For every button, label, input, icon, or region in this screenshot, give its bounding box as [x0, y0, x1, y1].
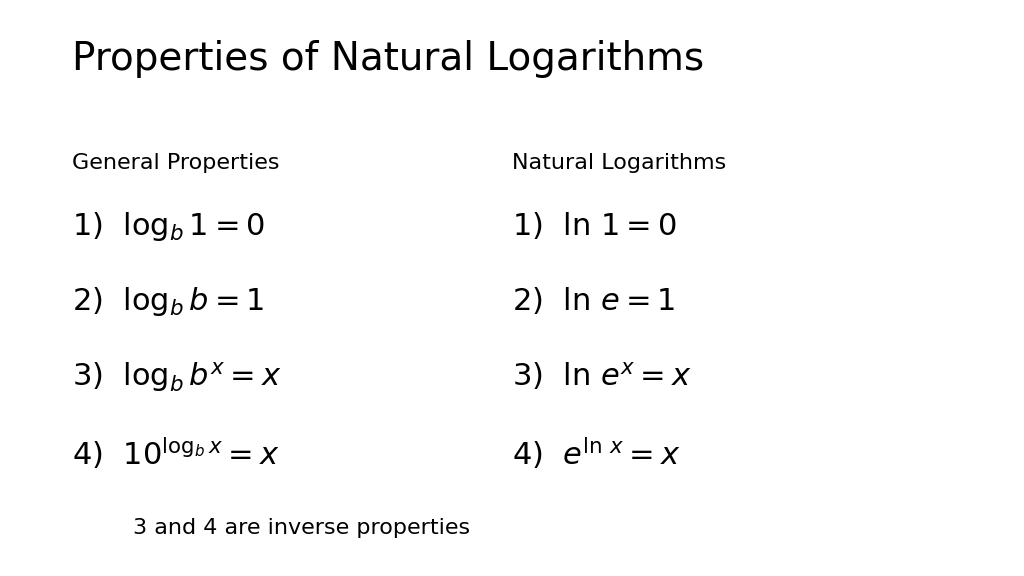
Text: 1)  $\mathrm{ln}\ 1 = 0$: 1) $\mathrm{ln}\ 1 = 0$	[512, 210, 677, 241]
Text: Natural Logarithms: Natural Logarithms	[512, 153, 726, 173]
Text: 3)  $\mathrm{ln}\ e^x=x$: 3) $\mathrm{ln}\ e^x=x$	[512, 360, 692, 392]
Text: 4)  $e^{\mathrm{ln}\ x}=x$: 4) $e^{\mathrm{ln}\ x}=x$	[512, 435, 681, 471]
Text: 3)  $\log_b b^x=x$: 3) $\log_b b^x=x$	[72, 360, 282, 394]
Text: Properties of Natural Logarithms: Properties of Natural Logarithms	[72, 40, 703, 78]
Text: 2)  $\log_b b=1$: 2) $\log_b b=1$	[72, 285, 264, 318]
Text: General Properties: General Properties	[72, 153, 280, 173]
Text: 3 and 4 are inverse properties: 3 and 4 are inverse properties	[133, 518, 470, 539]
Text: 2)  $\mathrm{ln}\ e = 1$: 2) $\mathrm{ln}\ e = 1$	[512, 285, 675, 316]
Text: 1)  $\log_b 1=0$: 1) $\log_b 1=0$	[72, 210, 265, 243]
Text: 4)  $10^{\log_b x}=x$: 4) $10^{\log_b x}=x$	[72, 435, 279, 471]
